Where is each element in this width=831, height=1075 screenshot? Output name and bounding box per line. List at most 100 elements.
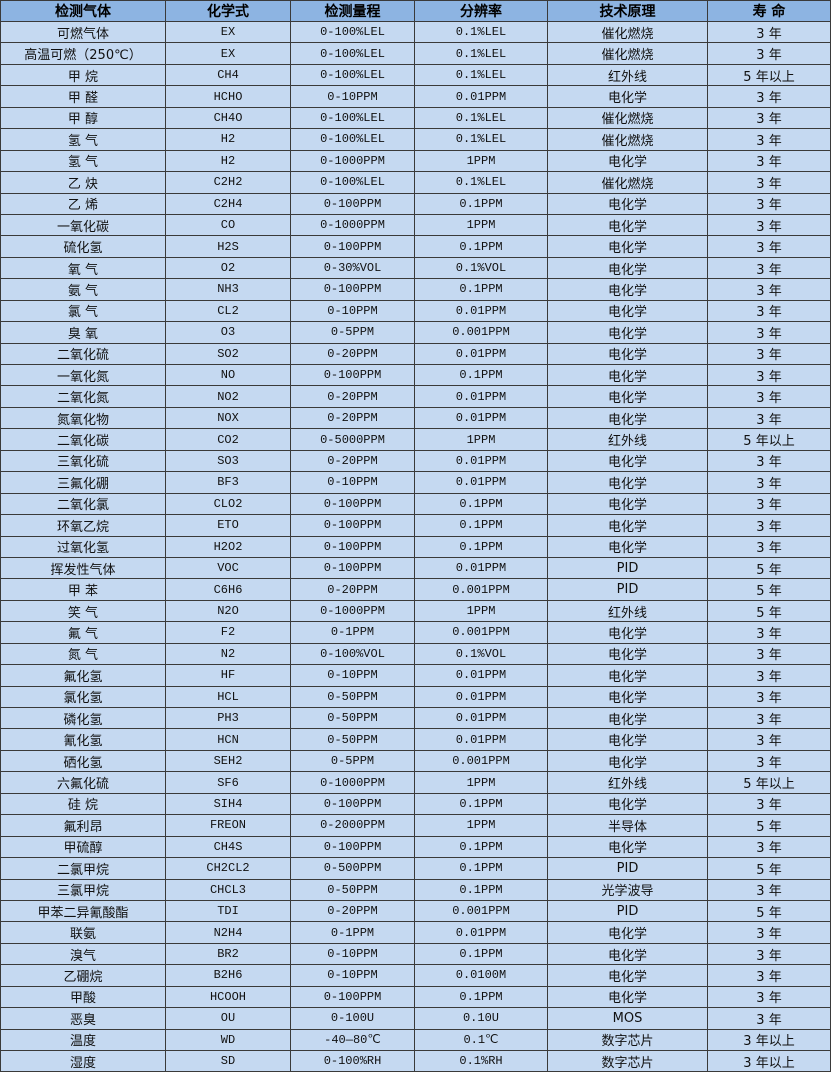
cell-formula: H2 — [165, 149, 291, 173]
cell-gas: 高温可燃（250℃） — [0, 42, 166, 65]
cell-principle: 电化学 — [547, 492, 708, 516]
cell-resolution: 1PPM — [414, 428, 548, 451]
cell-gas: 二氧化硫 — [0, 342, 166, 366]
cell-range: 0-100PPM — [290, 363, 415, 387]
cell-lifetime: 3 年 — [707, 385, 831, 408]
table-row: 氯 气 CL2 0-10PPM 0.01PPM 电化学 3 年 — [0, 299, 831, 323]
cell-principle: 电化学 — [547, 213, 708, 237]
cell-gas: 甲酸 — [0, 985, 166, 1009]
table-row: 硫化氢 H2S 0-100PPM 0.1PPM 电化学 3 年 — [0, 235, 831, 258]
cell-gas: 恶臭 — [0, 1007, 166, 1030]
cell-lifetime: 3 年 — [707, 149, 831, 173]
cell-resolution: 0.01PPM — [414, 728, 548, 751]
table-row: 氮 气 N2 0-100%VOL 0.1%VOL 电化学 3 年 — [0, 642, 831, 666]
cell-lifetime: 3 年 — [707, 449, 831, 473]
table-row: 硅 烷 SIH4 0-100PPM 0.1PPM 电化学 3 年 — [0, 792, 831, 816]
table-row: 氯化氢 HCL 0-50PPM 0.01PPM 电化学 3 年 — [0, 685, 831, 709]
cell-gas: 乙 烯 — [0, 192, 166, 215]
cell-gas: 笑 气 — [0, 599, 166, 623]
cell-resolution: 0.001PPM — [414, 321, 548, 344]
cell-gas: 氟利昂 — [0, 814, 166, 837]
cell-formula: B2H6 — [165, 964, 291, 987]
cell-principle: 红外线 — [547, 771, 708, 794]
cell-lifetime: 3 年 — [707, 685, 831, 709]
header-principle: 技术原理 — [547, 0, 708, 22]
cell-range: 0-10PPM — [290, 471, 415, 494]
cell-range: 0-5PPM — [290, 749, 415, 773]
cell-lifetime: 3 年 — [707, 85, 831, 108]
table-row: 联氨 N2H4 0-1PPM 0.01PPM 电化学 3 年 — [0, 921, 831, 944]
cell-formula: VOC — [165, 556, 291, 580]
cell-range: 0-100PPM — [290, 792, 415, 816]
cell-principle: 电化学 — [547, 664, 708, 687]
cell-principle: 电化学 — [547, 792, 708, 816]
table-row: 三氯甲烷 CHCL3 0-50PPM 0.1PPM 光学波导 3 年 — [0, 878, 831, 901]
cell-resolution: 0.01PPM — [414, 385, 548, 408]
cell-lifetime: 3 年 — [707, 278, 831, 301]
table-row: 三氧化硫 SO3 0-20PPM 0.01PPM 电化学 3 年 — [0, 449, 831, 473]
cell-formula: F2 — [165, 621, 291, 644]
header-gas: 检测气体 — [0, 0, 166, 22]
cell-lifetime: 3 年以上 — [707, 1028, 831, 1052]
cell-principle: 数字芯片 — [547, 1028, 708, 1052]
cell-resolution: 0.1PPM — [414, 235, 548, 258]
cell-formula: H2O2 — [165, 535, 291, 558]
cell-resolution: 1PPM — [414, 213, 548, 237]
cell-formula: FREON — [165, 814, 291, 837]
cell-resolution: 0.01PPM — [414, 706, 548, 730]
cell-range: 0-1000PPM — [290, 599, 415, 623]
header-formula: 化学式 — [165, 0, 291, 22]
cell-lifetime: 3 年 — [707, 299, 831, 323]
cell-formula: N2H4 — [165, 921, 291, 944]
cell-range: 0-5000PPM — [290, 428, 415, 451]
cell-formula: TDI — [165, 899, 291, 923]
cell-principle: 催化燃烧 — [547, 106, 708, 130]
cell-lifetime: 3 年 — [707, 106, 831, 130]
cell-gas: 联氨 — [0, 921, 166, 944]
cell-range: 0-20PPM — [290, 342, 415, 366]
cell-range: 0-100PPM — [290, 278, 415, 301]
cell-range: 0-100%LEL — [290, 20, 415, 44]
cell-range: 0-100PPM — [290, 192, 415, 215]
cell-formula: SIH4 — [165, 792, 291, 816]
cell-range: 0-100PPM — [290, 556, 415, 580]
cell-lifetime: 3 年 — [707, 406, 831, 430]
cell-formula: CH2CL2 — [165, 857, 291, 880]
cell-gas: 氯 气 — [0, 299, 166, 323]
cell-resolution: 0.1PPM — [414, 492, 548, 516]
cell-range: 0-20PPM — [290, 449, 415, 473]
cell-resolution: 0.1%RH — [414, 1049, 548, 1073]
cell-gas: 甲 苯 — [0, 578, 166, 601]
cell-range: 0-10PPM — [290, 85, 415, 108]
cell-gas: 氢 气 — [0, 149, 166, 173]
cell-resolution: 0.1PPM — [414, 878, 548, 901]
cell-resolution: 0.01PPM — [414, 299, 548, 323]
cell-formula: HCL — [165, 685, 291, 709]
cell-gas: 氟化氢 — [0, 664, 166, 687]
table-row: 硒化氢 SEH2 0-5PPM 0.001PPM 电化学 3 年 — [0, 749, 831, 773]
cell-resolution: 1PPM — [414, 771, 548, 794]
table-row: 乙 烯 C2H4 0-100PPM 0.1PPM 电化学 3 年 — [0, 192, 831, 215]
cell-formula: C2H2 — [165, 171, 291, 194]
table-row: 甲 烷 CH4 0-100%LEL 0.1%LEL 红外线 5 年以上 — [0, 63, 831, 87]
table-row: 二氧化氮 NO2 0-20PPM 0.01PPM 电化学 3 年 — [0, 385, 831, 408]
cell-formula: CH4S — [165, 835, 291, 859]
cell-resolution: 0.1℃ — [414, 1028, 548, 1052]
cell-lifetime: 3 年 — [707, 792, 831, 816]
cell-resolution: 0.01PPM — [414, 471, 548, 494]
cell-resolution: 0.1%LEL — [414, 106, 548, 130]
cell-principle: 电化学 — [547, 749, 708, 773]
cell-resolution: 0.1%LEL — [414, 171, 548, 194]
cell-principle: PID — [547, 578, 708, 601]
table-row: 湿度 SD 0-100%RH 0.1%RH 数字芯片 3 年以上 — [0, 1049, 831, 1073]
cell-formula: BR2 — [165, 942, 291, 966]
cell-resolution: 0.01PPM — [414, 556, 548, 580]
cell-range: 0-50PPM — [290, 878, 415, 901]
cell-lifetime: 3 年 — [707, 321, 831, 344]
table-row: 环氧乙烷 ETO 0-100PPM 0.1PPM 电化学 3 年 — [0, 514, 831, 537]
cell-formula: C2H4 — [165, 192, 291, 215]
cell-principle: 电化学 — [547, 299, 708, 323]
cell-gas: 三氯甲烷 — [0, 878, 166, 901]
cell-range: 0-20PPM — [290, 406, 415, 430]
